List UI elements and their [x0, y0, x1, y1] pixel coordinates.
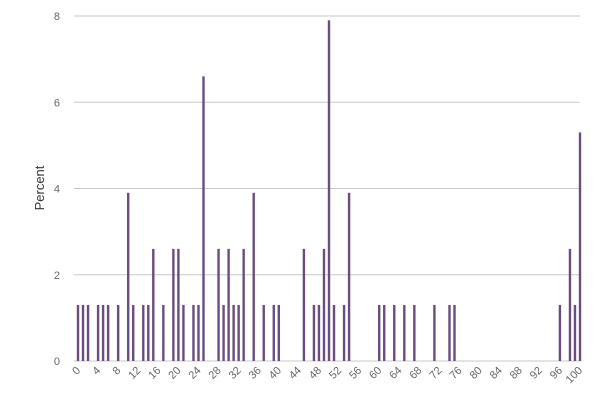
- x-tick-label: 0: [70, 365, 83, 378]
- x-tick-label: 8: [110, 365, 123, 378]
- x-tick-label: 56: [347, 365, 364, 382]
- bar: [327, 20, 331, 361]
- x-tick-label: 84: [488, 365, 505, 382]
- bar: [142, 304, 145, 361]
- x-tick-label: 64: [387, 365, 404, 382]
- x-tick-label: 96: [548, 365, 565, 382]
- bar: [393, 304, 396, 361]
- bar: [558, 304, 562, 361]
- bar: [177, 248, 180, 361]
- x-tick-label: 100: [564, 365, 585, 386]
- bar: [86, 304, 90, 361]
- bar: [272, 304, 275, 361]
- y-tick-label: 2: [54, 270, 60, 282]
- x-tick-label: 44: [287, 365, 304, 382]
- x-tick-label: 32: [227, 365, 244, 382]
- bar: [302, 248, 306, 361]
- bar: [202, 76, 205, 361]
- gridlines: [74, 15, 580, 362]
- x-tick-label: 68: [407, 365, 424, 382]
- bar: [162, 304, 165, 361]
- x-tick-label: 52: [327, 365, 344, 382]
- x-tick-label: 28: [207, 365, 224, 382]
- bar: [277, 304, 280, 361]
- bar: [237, 304, 240, 361]
- bar: [252, 192, 255, 361]
- x-tick-label: 40: [267, 365, 284, 382]
- bar: [192, 304, 195, 361]
- bar: [453, 304, 456, 361]
- bar: [347, 192, 351, 361]
- bar: [578, 132, 582, 361]
- bar: [197, 304, 200, 361]
- x-tick-label: 4: [90, 365, 103, 378]
- bar: [101, 304, 105, 361]
- y-tick-label: 0: [54, 356, 60, 368]
- bar: [262, 304, 265, 361]
- x-tick-label: 60: [367, 365, 384, 382]
- bar: [116, 304, 120, 361]
- x-tick-label: 20: [166, 365, 183, 382]
- x-tick-label: 12: [126, 365, 143, 382]
- bar: [222, 304, 225, 361]
- bar: [403, 304, 406, 361]
- bar: [378, 304, 381, 361]
- bar: [322, 248, 326, 361]
- bar: [342, 304, 346, 361]
- bar: [217, 248, 220, 361]
- x-tick-label: 92: [528, 365, 545, 382]
- bars: [76, 20, 582, 361]
- bar: [332, 304, 336, 361]
- y-axis-label: Percent: [32, 165, 47, 210]
- bar: [76, 304, 80, 361]
- x-tick-label: 36: [247, 365, 264, 382]
- bar: [317, 304, 321, 361]
- bar: [132, 304, 135, 361]
- y-tick-label: 4: [54, 184, 60, 196]
- bar: [172, 248, 175, 361]
- bar: [152, 248, 155, 361]
- y-axis-ticks: 0 2 4 6 8: [54, 11, 60, 368]
- x-tick-label: 76: [447, 365, 464, 382]
- bar: [242, 248, 245, 361]
- x-axis-ticks: 0 4 8 12 16 20 24 28 32 36 40 44 48 52 56 60 64 68 72 76 80 8…: [70, 365, 585, 386]
- bar: [96, 304, 100, 361]
- x-tick-label: 80: [468, 365, 485, 382]
- y-tick-label: 6: [54, 97, 60, 109]
- x-tick-label: 48: [307, 365, 324, 382]
- bar: [106, 304, 110, 361]
- bar: [232, 304, 235, 361]
- x-tick-label: 24: [186, 365, 203, 382]
- bar: [147, 304, 150, 361]
- bar: [127, 192, 130, 361]
- bar: [182, 304, 185, 361]
- bar: [81, 304, 85, 361]
- x-tick-label: 72: [427, 365, 444, 382]
- bar: [573, 304, 577, 361]
- bar: [413, 304, 416, 361]
- y-tick-label: 8: [54, 11, 60, 23]
- x-tick-label: 88: [508, 365, 525, 382]
- bar: [433, 304, 436, 361]
- x-tick-label: 16: [146, 365, 163, 382]
- bar: [448, 304, 451, 361]
- bar: [227, 248, 230, 361]
- bar: [312, 304, 316, 361]
- bar: [568, 248, 572, 361]
- bar: [383, 304, 386, 361]
